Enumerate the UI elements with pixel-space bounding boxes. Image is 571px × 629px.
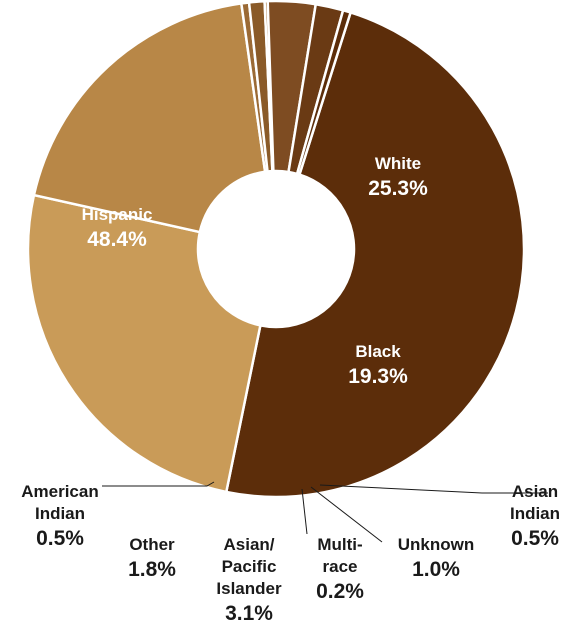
slice-value-asian-pacific-islander: 3.1% [225,602,273,625]
slice-value-hispanic: 48.4% [87,228,147,251]
slice-value-unknown: 1.0% [412,558,460,581]
slice-label-white: White [375,154,421,173]
leader-line-asian-indian [319,484,548,494]
slice-value-white: 25.3% [368,177,428,200]
slice-value-multi-race: 0.2% [316,580,364,603]
slice-label-asian-indian: Asian [512,482,558,501]
slice-value-other: 1.8% [128,558,176,581]
leader-line-multi-race [301,488,308,535]
slice-white [26,193,262,494]
slice-label-asian-pacific-islander: Pacific [222,557,277,576]
slice-label-asian-indian: Indian [510,504,560,523]
slice-label-black: Black [355,342,401,361]
slice-label-american-indian: American [21,482,98,501]
slice-label-asian-pacific-islander: Islander [216,579,282,598]
slice-value-american-indian: 0.5% [36,527,84,550]
slice-value-asian-indian: 0.5% [511,527,559,550]
slice-hispanic [225,11,526,499]
slice-label-multi-race: Multi- [317,535,362,554]
leader-line-unknown [310,486,383,543]
slice-value-black: 19.3% [348,365,408,388]
slice-label-asian-pacific-islander: Asian/ [223,535,274,554]
slice-american-indian [295,9,352,176]
slice-label-other: Other [129,535,175,554]
slice-label-hispanic: Hispanic [82,205,153,224]
slice-label-unknown: Unknown [398,535,475,554]
slice-label-american-indian: Indian [35,504,85,523]
leader-line-american-indian [102,481,215,487]
slice-label-multi-race: race [323,557,358,576]
slice-black [32,2,267,234]
